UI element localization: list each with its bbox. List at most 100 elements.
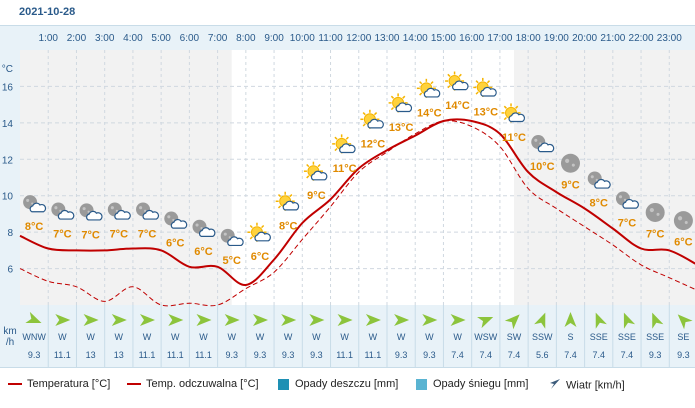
wind-direction-label: W (369, 332, 378, 342)
night-shade-right (514, 50, 695, 305)
wind-direction-label: SSE (590, 332, 608, 342)
temperature-value-label: 10°C (530, 161, 555, 173)
moon-crater (223, 232, 227, 236)
legend-rain[interactable]: Opady deszczu [mm] (278, 378, 398, 390)
temperature-value-label: 6°C (674, 237, 693, 249)
y-axis-panel (0, 25, 20, 305)
wind-direction-label: W (227, 332, 236, 342)
hour-label: 4:00 (123, 33, 143, 44)
temperature-value-label: 14°C (445, 100, 470, 112)
hour-label: 20:00 (572, 33, 597, 44)
sun-ray (430, 81, 434, 85)
wind-direction-label: W (284, 332, 293, 342)
wind-arrow-icon (477, 317, 494, 329)
wind-arrow-shape (224, 314, 240, 326)
wind-speed-label: 11.1 (54, 350, 71, 360)
wind-arrow-shape (422, 314, 438, 326)
wind-arrow-icon (394, 314, 410, 326)
hour-header-bg (0, 25, 695, 50)
sun-ray (458, 73, 462, 77)
rain-swatch (278, 378, 289, 390)
sun-ray (249, 236, 253, 240)
perceived-temperature-line (19, 120, 695, 307)
moon-crater (200, 227, 203, 230)
hour-label: 15:00 (431, 33, 456, 44)
chart-legend: Temperatura [°C] Temp. odczuwalna [°C] O… (0, 374, 695, 396)
y-tick-label: 8 (7, 228, 13, 239)
wind-arrow-shape (140, 314, 155, 326)
moon-crater (649, 207, 654, 213)
legend-wind[interactable]: Wiatr [km/h] (549, 378, 625, 393)
y-tick-label: 16 (2, 82, 14, 93)
moon-cloud-icon (587, 171, 611, 189)
wind-arrow-shape (337, 314, 353, 326)
legend-snow[interactable]: Opady śniegu [mm] (416, 378, 528, 390)
sun-ray (277, 194, 282, 198)
wind-speed-label: 13 (114, 350, 124, 360)
moon-crater (590, 175, 594, 179)
cloud-shape (423, 87, 441, 98)
cloud-shape (142, 209, 160, 220)
wind-panel-bg (0, 305, 695, 367)
temperature-value-label: 7°C (618, 218, 637, 230)
wind-arrow-icon (595, 312, 607, 329)
wind-direction-label: W (199, 332, 208, 342)
wind-arrow-icon (196, 314, 212, 326)
perceived-line-swatch (127, 383, 141, 386)
sun-ray (486, 80, 491, 84)
wind-arrow-shape (365, 314, 381, 326)
moon-cloud-icon (23, 195, 47, 213)
sun-ray (373, 112, 378, 116)
legend-perceived[interactable]: Temp. odczuwalna [°C] (127, 378, 259, 390)
wind-direction-label: S (567, 332, 573, 342)
moon-crater (677, 216, 683, 221)
wind-arrow-icon (652, 312, 664, 329)
sun-ray (306, 163, 310, 168)
wind-arrow-icon (168, 314, 184, 326)
wind-arrow-icon (564, 312, 577, 327)
cloud-shape (622, 198, 639, 209)
cloud-shape (480, 86, 497, 97)
sun-ray (419, 92, 423, 96)
wind-direction-label: W (453, 332, 462, 342)
wind-speed-label: 9.3 (282, 350, 295, 360)
wind-direction-label: W (143, 332, 152, 342)
sun-ray (503, 105, 507, 109)
wind-arrow-shape (25, 311, 42, 323)
sun-cloud-icon (445, 71, 469, 91)
moon-icon (673, 211, 693, 231)
hour-label: 8:00 (236, 33, 256, 44)
wind-arrow-icon (83, 314, 99, 326)
moon-crater (31, 202, 34, 205)
moon-cloud-icon (79, 203, 103, 221)
sun-ray (362, 123, 366, 127)
wind-direction-label: W (256, 332, 265, 342)
sun-ray (447, 73, 451, 77)
temperature-value-label: 7°C (138, 228, 157, 240)
legend-snow-label: Opady śniegu [mm] (433, 378, 529, 390)
wind-speed-label: 7.4 (592, 350, 605, 360)
wind-arrow-icon (309, 314, 325, 326)
cloud-shape (508, 112, 526, 123)
wind-arrow-shape (504, 314, 520, 330)
wind-arrow-icon (534, 312, 546, 329)
hour-label: 10:00 (290, 33, 315, 44)
moon-crater (684, 221, 688, 225)
wind-direction-label: W (397, 332, 406, 342)
sun-cloud-icon (275, 191, 300, 211)
legend-temperature-label: Temperatura [°C] (27, 378, 111, 390)
sun-cloud-icon (303, 161, 328, 181)
y-tick-label: 6 (7, 265, 13, 276)
sun-ray (362, 112, 366, 116)
wind-arrow-icon (55, 314, 71, 326)
wind-speed-label: 7.4 (451, 350, 464, 360)
wind-speed-label: 11.1 (336, 350, 353, 360)
temperature-value-label: 11°C (502, 132, 526, 144)
temperature-line-swatch (8, 383, 22, 386)
hour-label: 2:00 (67, 33, 87, 44)
legend-temperature[interactable]: Temperatura [°C] (8, 378, 110, 390)
moon-cloud-icon (164, 211, 188, 229)
moon-crater (144, 209, 147, 212)
cloud-shape (170, 219, 188, 229)
legend-perceived-label: Temp. odczuwalna [°C] (146, 378, 259, 390)
